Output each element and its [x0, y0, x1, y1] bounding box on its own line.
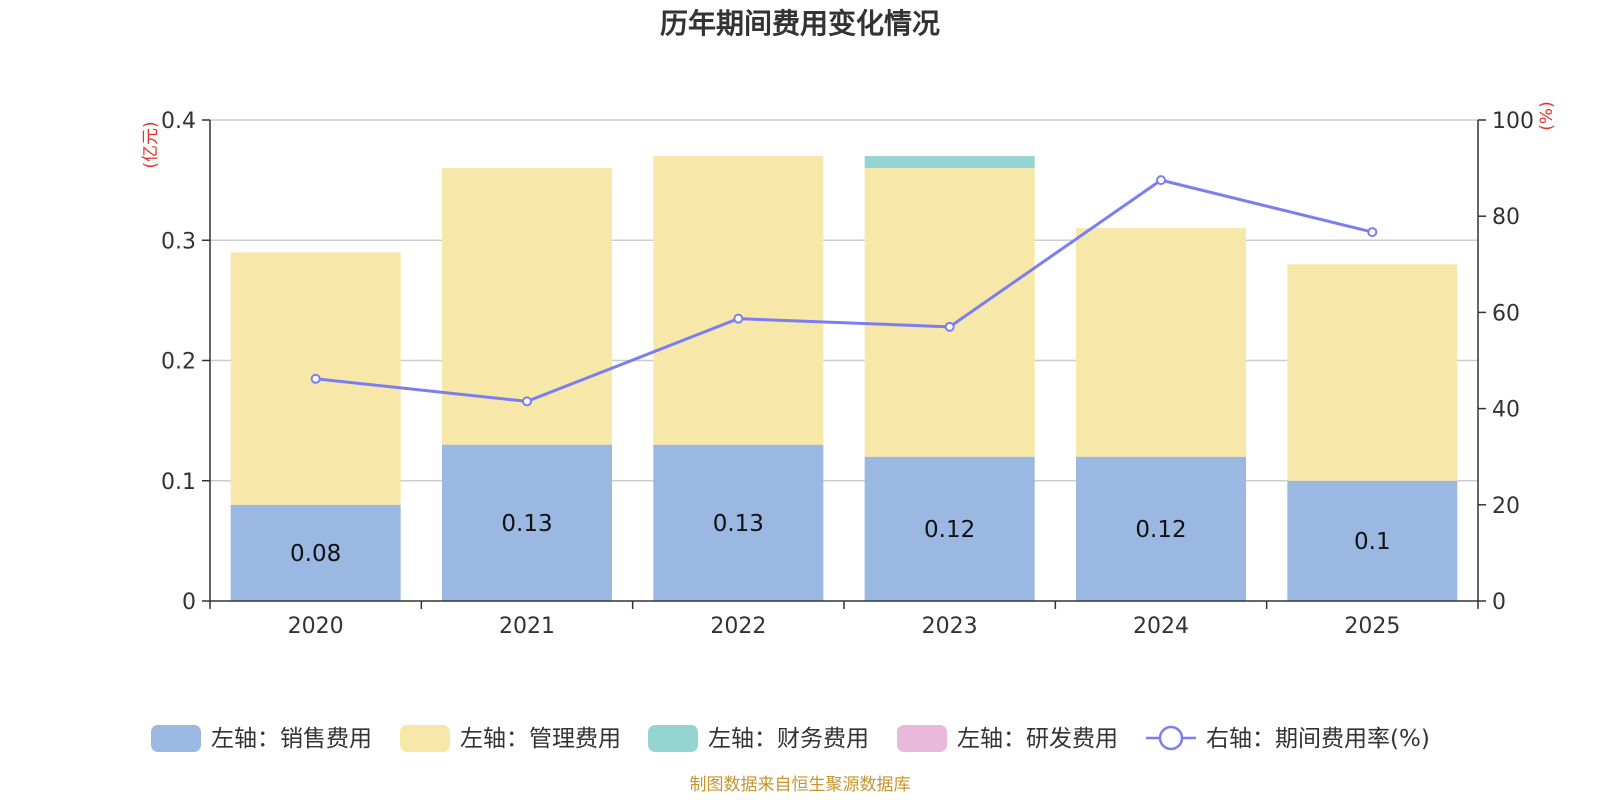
right-tick-label: 80: [1492, 205, 1520, 230]
legend-label: 左轴：管理费用: [460, 726, 621, 752]
legend: 左轴：销售费用 左轴：管理费用 左轴：财务费用 左轴：研发费用 右轴：期间费用率(%): [151, 725, 1430, 752]
legend-swatch: [648, 725, 698, 752]
legend-marker: [1158, 725, 1184, 751]
bar-segment: [653, 444, 824, 601]
legend-label: 左轴：财务费用: [708, 726, 869, 752]
x-tick-label: 2025: [1344, 614, 1400, 639]
legend-item: 左轴：财务费用: [648, 725, 869, 752]
rate-point: [1156, 175, 1166, 186]
data-label: 0.13: [501, 511, 552, 537]
bar-segment: [653, 156, 824, 445]
x-tick-label: 2021: [499, 614, 555, 639]
legend-item: 右轴：期间费用率(%): [1146, 725, 1430, 752]
bars: [230, 156, 1458, 601]
legend-item: 左轴：研发费用: [897, 725, 1118, 752]
rate-point: [522, 396, 532, 407]
data-label: 0.12: [924, 517, 975, 543]
x-tick-label: 2020: [288, 614, 344, 639]
grid-lines: [210, 119, 1478, 482]
bar-segment: [864, 156, 1035, 169]
left-tick-label: 0.2: [161, 350, 196, 375]
right-tick-label: 0: [1492, 590, 1506, 615]
bar-segment: [864, 168, 1035, 457]
right-tick-label: 100: [1492, 109, 1534, 134]
bar-segment: [864, 456, 1035, 601]
rate-line-path: [315, 178, 1373, 403]
bar-segment: [1287, 264, 1458, 481]
data-label: 0.08: [290, 541, 341, 567]
data-label: 0.1: [1354, 529, 1391, 555]
right-axis-unit: (%): [1537, 101, 1557, 130]
x-tick-label: 2022: [710, 614, 766, 639]
left-tick-label: 0.4: [161, 109, 196, 134]
rate-point: [1367, 227, 1378, 238]
right-tick-label: 20: [1492, 494, 1520, 519]
x-tick-label: 2024: [1133, 614, 1189, 639]
left-tick-label: 0: [182, 590, 196, 615]
legend-item: 左轴：销售费用: [151, 725, 372, 752]
x-tick-label: 2023: [922, 614, 978, 639]
legend-item: 左轴：管理费用: [400, 725, 621, 752]
bar-segment: [230, 504, 401, 601]
data-label: 0.13: [713, 511, 764, 537]
axes: 0 0.1 0.2 0.3 0.4 0 20 40 60 80 100 2020 2021 2022 202…: [161, 109, 1534, 639]
legend-swatch: [400, 725, 450, 752]
rate-point: [944, 321, 955, 332]
rate-point: [310, 373, 321, 384]
source-note: 制图数据来自恒生聚源数据库: [690, 775, 911, 795]
bar-segment: [442, 444, 612, 601]
rate-line: [310, 175, 1378, 407]
chart-title: 历年期间费用变化情况: [660, 7, 940, 40]
legend-label: 右轴：期间费用率(%): [1206, 726, 1430, 752]
left-tick-label: 0.3: [161, 229, 196, 254]
right-tick-label: 60: [1492, 301, 1520, 326]
legend-label: 左轴：研发费用: [957, 726, 1118, 752]
legend-swatch: [897, 725, 947, 752]
left-tick-label: 0.1: [161, 470, 196, 495]
legend-swatch: [151, 725, 201, 752]
right-tick-label: 40: [1492, 398, 1520, 423]
data-labels: 0.08 0.13 0.13 0.12 0.12 0.1: [290, 511, 1391, 567]
bar-segment: [1076, 228, 1246, 457]
left-axis-unit: (亿元): [141, 121, 161, 168]
bar-segment: [1076, 456, 1246, 601]
legend-label: 左轴：销售费用: [211, 726, 372, 752]
data-label: 0.12: [1135, 517, 1186, 543]
bar-segment: [1287, 480, 1458, 601]
rate-point: [733, 313, 744, 324]
